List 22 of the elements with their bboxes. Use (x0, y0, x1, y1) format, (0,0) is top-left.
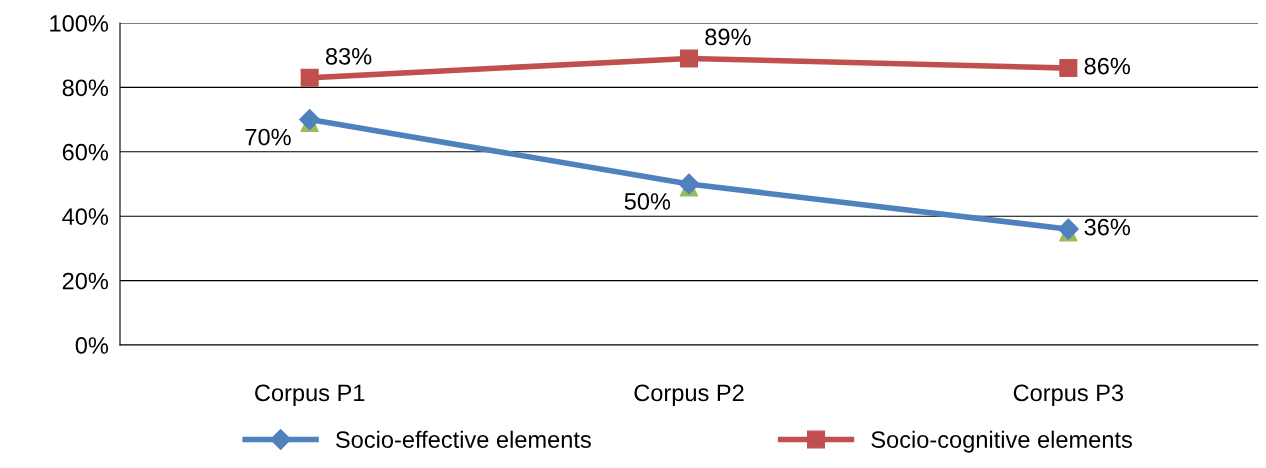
point (679, 49, 699, 68)
y-tick-label: 80% (62, 79, 109, 97)
point (300, 68, 319, 87)
point (1059, 59, 1078, 78)
point (1057, 218, 1079, 240)
data-label: 36% (1084, 218, 1131, 236)
x-tick-label: Corpus P2 (634, 384, 744, 406)
y-tick-label: 20% (62, 272, 109, 290)
data-label: 50% (624, 193, 671, 210)
data-label: 89% (705, 28, 751, 46)
y-tick-label: 60% (62, 143, 109, 161)
y-tick-label: 100% (50, 15, 109, 32)
legend-label: Socio-effective elements (336, 430, 591, 448)
point (678, 173, 700, 195)
data-label: 86% (1084, 57, 1131, 75)
x-tick-label: Corpus P3 (1013, 384, 1124, 406)
y-tick-label: 40% (62, 208, 109, 225)
y-tick-label: 0% (75, 337, 109, 354)
legend-label: Socio-cognitive elements (871, 430, 1132, 453)
x-tick-label: Corpus P1 (255, 384, 365, 406)
data-label: 70% (245, 128, 291, 146)
data-label: 83% (325, 47, 372, 65)
